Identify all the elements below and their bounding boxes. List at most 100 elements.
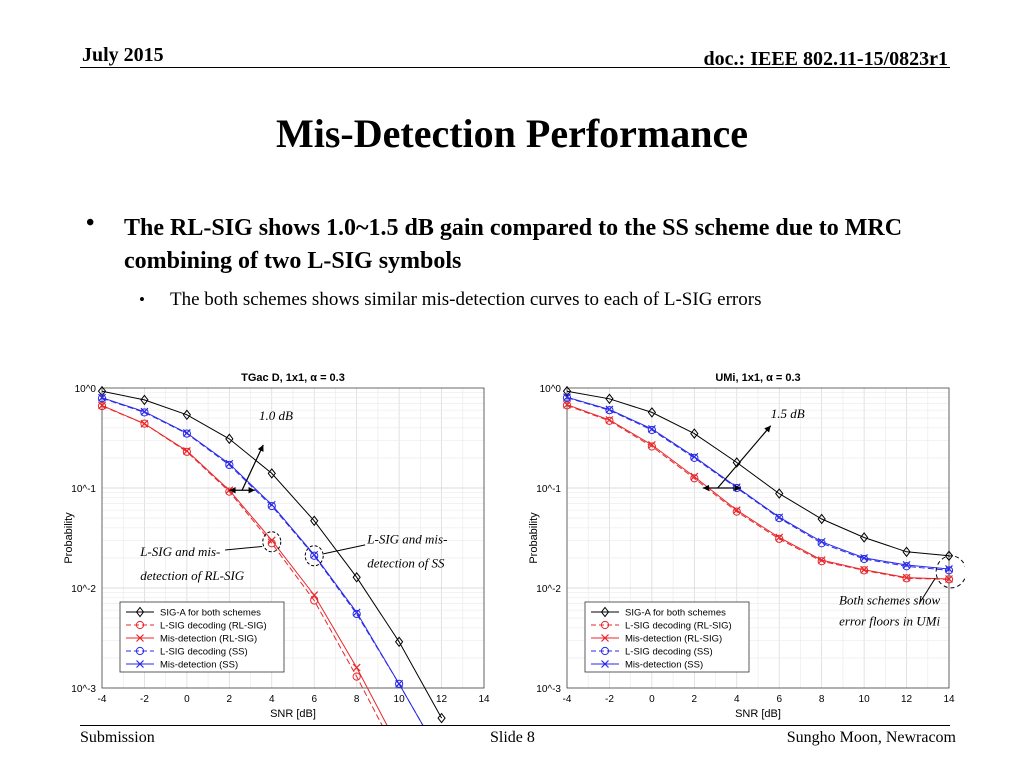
- data-point: [562, 393, 572, 402]
- data-point: [182, 446, 191, 455]
- chart1-annotation-floor-2: error floors in UMi: [839, 614, 940, 629]
- data-point: [732, 457, 741, 468]
- data-point: [690, 472, 699, 481]
- data-point: [690, 428, 699, 439]
- y-tick-label: 10^0: [540, 384, 562, 395]
- data-point: [944, 550, 954, 562]
- x-tick-label: 10: [859, 694, 871, 705]
- chart1-series-0: [562, 385, 954, 562]
- chart1-y-ticks: 10^0 10^-1 10^-2 10^-3: [536, 384, 561, 695]
- data-point: [605, 416, 614, 425]
- data-point: [647, 425, 656, 435]
- chart0-pointer-ss: [323, 544, 366, 555]
- data-point: [182, 447, 191, 456]
- data-point: [310, 551, 319, 560]
- y-tick-label: 10^0: [75, 384, 97, 395]
- chart0-pointer-rlsig: [225, 546, 263, 551]
- data-point: [97, 394, 107, 403]
- chart1-annotation-gain: 1.5 dB: [771, 406, 805, 421]
- chart0-series-0: [97, 385, 446, 724]
- data-point: [352, 608, 361, 617]
- data-point: [775, 514, 784, 523]
- series-line: [566, 397, 950, 571]
- data-point: [140, 419, 149, 428]
- data-point: [310, 591, 319, 599]
- data-point: [902, 574, 911, 583]
- data-point: [605, 393, 614, 405]
- data-point: [902, 546, 911, 558]
- series-line: [101, 404, 388, 725]
- chart0-annotation-ss-2: detection of SS: [367, 556, 445, 571]
- chart0-legend: SIG-A for both schemes L-SIG decoding (RL…: [119, 601, 285, 673]
- data-point: [437, 712, 446, 724]
- data-point: [225, 486, 234, 495]
- x-tick-label: 0: [184, 694, 190, 705]
- data-point: [647, 440, 656, 449]
- data-point: [859, 532, 869, 543]
- data-point: [562, 385, 572, 397]
- legend-box: [119, 601, 285, 673]
- chart0-series-4: [98, 393, 424, 725]
- data-point: [98, 393, 106, 402]
- x-tick-label: -2: [140, 694, 149, 705]
- chart1-annotation-floor-1: Both schemes show: [839, 593, 940, 608]
- data-point: [97, 401, 107, 411]
- series-line: [101, 390, 443, 719]
- data-point: [310, 550, 319, 559]
- chart1-circle-floor: [935, 555, 965, 589]
- y-tick-label: 10^-1: [71, 484, 96, 495]
- data-point: [902, 573, 911, 582]
- data-point: [902, 562, 911, 571]
- header-doc-id: doc.: IEEE 802.11-15/0823r1: [703, 48, 948, 70]
- bullet-main-marker: •: [86, 210, 95, 236]
- x-tick-label: 2: [692, 694, 698, 705]
- chart1-title: UMi, 1x1, α = 0.3: [715, 372, 800, 384]
- footer-submission: Submission: [80, 729, 155, 746]
- legend-marker: [136, 660, 144, 668]
- x-tick-label: 0: [649, 694, 655, 705]
- data-point: [647, 424, 656, 433]
- legend-marker: [600, 606, 610, 618]
- data-point: [310, 515, 319, 527]
- legend-entry: L-SIG decoding (RL-SIG): [625, 621, 732, 632]
- slide-title: Mis-Detection Performance: [276, 111, 748, 156]
- legend-entry: Mis-detection (SS): [160, 660, 238, 671]
- chart1-series-4: [563, 393, 953, 573]
- header-rule: [80, 67, 950, 68]
- legend-marker: [136, 634, 144, 642]
- data-point: [605, 415, 614, 424]
- chart1-gain-arrow-head-right: [734, 484, 742, 492]
- chart1-axes-frame: [566, 387, 950, 689]
- x-tick-label: 2: [227, 694, 233, 705]
- data-point: [605, 405, 614, 414]
- data-point: [352, 609, 361, 619]
- legend-marker: [601, 660, 609, 668]
- data-point: [98, 401, 106, 410]
- x-tick-label: -2: [605, 694, 614, 705]
- x-tick-label: 6: [311, 694, 317, 705]
- data-point: [352, 571, 361, 583]
- data-point: [267, 501, 276, 511]
- data-point: [395, 679, 404, 688]
- y-tick-label: 10^-1: [536, 484, 561, 495]
- data-point: [775, 488, 784, 499]
- x-tick-label: 4: [269, 694, 275, 705]
- legend-marker: [600, 646, 610, 656]
- legend-entry: Mis-detection (SS): [625, 660, 703, 671]
- chart1-x-ticks: -4 -2 0 2 4 6 8 10 12 14: [563, 694, 955, 705]
- chart0-ylabel: Probability: [63, 512, 75, 564]
- chart1-grid: [566, 388, 950, 689]
- chart0-annotation-gain: 1.0 dB: [259, 408, 293, 423]
- chart-tgac: -4 -2 0 2 4 6 8 10 12 14 10^0 10^-1 10^-2 10^-3 SNR [d…: [50, 360, 500, 725]
- chart0-annotation-ss-1: L-SIG and mis-: [366, 531, 447, 546]
- legend-entry: L-SIG decoding (SS): [160, 647, 248, 658]
- chart0-x-ticks: -4 -2 0 2 4 6 8 10 12 14: [98, 694, 490, 705]
- bullet-main-text: The RL-SIG shows 1.0~1.5 dB gain compare…: [124, 215, 903, 274]
- data-point: [97, 385, 107, 397]
- series-line: [566, 390, 950, 557]
- data-point: [562, 401, 572, 410]
- data-point: [267, 468, 276, 479]
- chart0-series-3: [97, 394, 424, 725]
- chart1-xlabel: SNR [dB]: [735, 708, 781, 720]
- data-point: [352, 663, 361, 672]
